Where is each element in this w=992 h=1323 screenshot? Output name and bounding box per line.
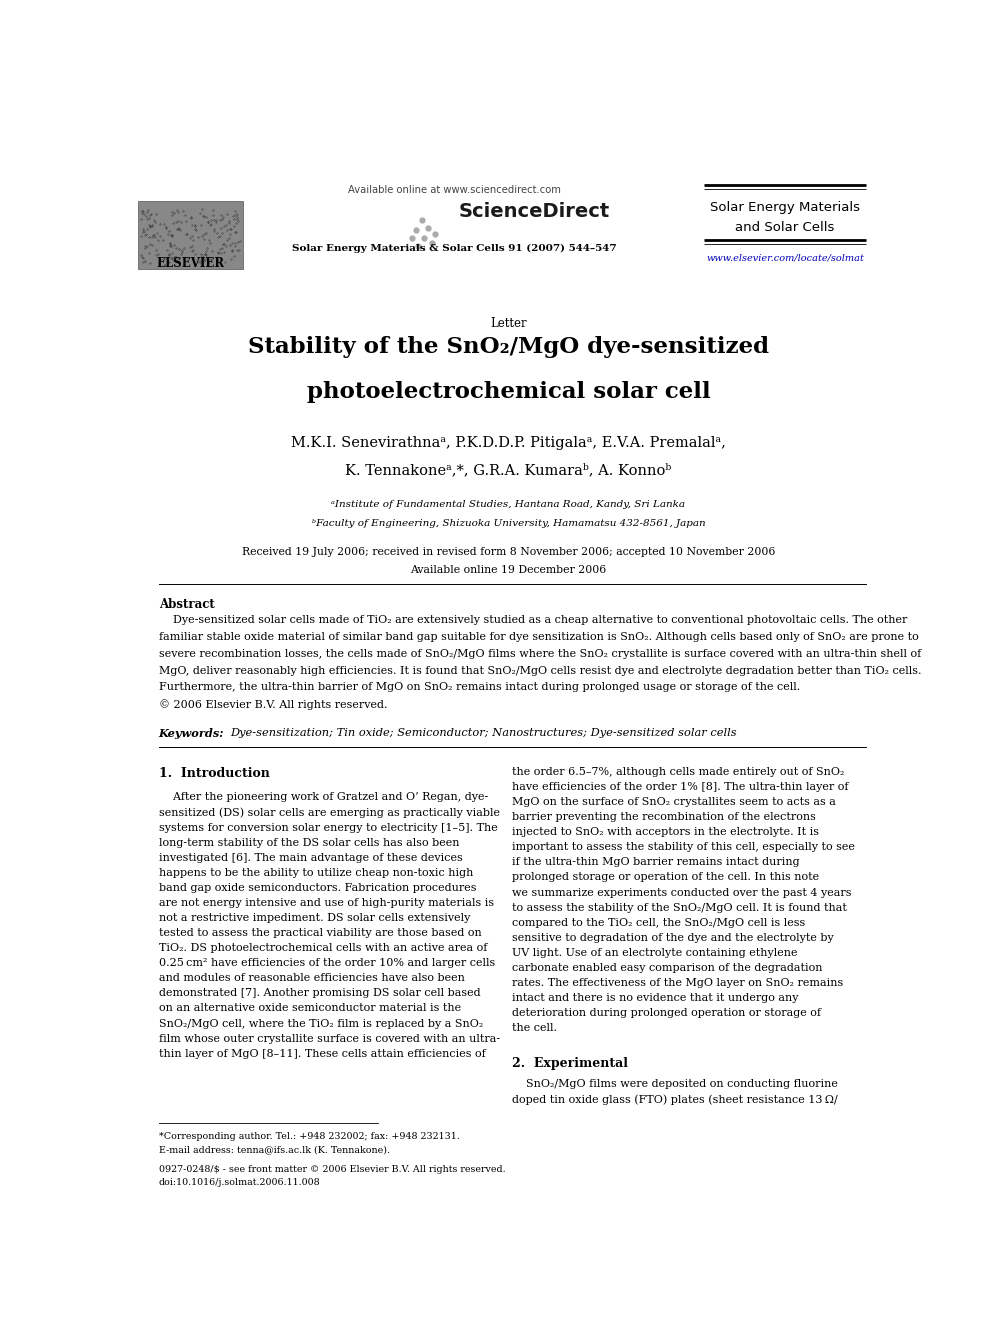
Text: Available online 19 December 2006: Available online 19 December 2006	[411, 565, 606, 576]
Text: happens to be the ability to utilize cheap non-toxic high: happens to be the ability to utilize che…	[159, 868, 473, 877]
Text: the order 6.5–7%, although cells made entirely out of SnO₂: the order 6.5–7%, although cells made en…	[512, 767, 844, 777]
Text: 0927-0248/$ - see front matter © 2006 Elsevier B.V. All rights reserved.: 0927-0248/$ - see front matter © 2006 El…	[159, 1164, 505, 1174]
Text: prolonged storage or operation of the cell. In this note: prolonged storage or operation of the ce…	[512, 872, 819, 882]
Text: 0.25 cm² have efficiencies of the order 10% and larger cells: 0.25 cm² have efficiencies of the order …	[159, 958, 495, 968]
Text: K. Tennakoneᵃ,*, G.R.A. Kumaraᵇ, A. Konnoᵇ: K. Tennakoneᵃ,*, G.R.A. Kumaraᵇ, A. Konn…	[345, 463, 672, 478]
Text: Abstract: Abstract	[159, 598, 214, 611]
Text: ᵇFaculty of Engineering, Shizuoka University, Hamamatsu 432-8561, Japan: ᵇFaculty of Engineering, Shizuoka Univer…	[311, 520, 705, 528]
Text: thin layer of MgO [8–11]. These cells attain efficiencies of: thin layer of MgO [8–11]. These cells at…	[159, 1049, 485, 1058]
Text: on an alternative oxide semiconductor material is the: on an alternative oxide semiconductor ma…	[159, 1003, 460, 1013]
Text: we summarize experiments conducted over the past 4 years: we summarize experiments conducted over …	[512, 888, 852, 897]
Text: TiO₂. DS photoelectrochemical cells with an active area of: TiO₂. DS photoelectrochemical cells with…	[159, 943, 487, 953]
Text: *Corresponding author. Tel.: +948 232002; fax: +948 232131.: *Corresponding author. Tel.: +948 232002…	[159, 1131, 459, 1140]
Text: the cell.: the cell.	[512, 1023, 558, 1033]
Text: E-mail address: tenna@ifs.ac.lk (K. Tennakone).: E-mail address: tenna@ifs.ac.lk (K. Tenn…	[159, 1144, 390, 1154]
Text: important to assess the stability of this cell, especially to see: important to assess the stability of thi…	[512, 843, 855, 852]
Text: severe recombination losses, the cells made of SnO₂/MgO films where the SnO₂ cry: severe recombination losses, the cells m…	[159, 648, 921, 659]
Text: barrier preventing the recombination of the electrons: barrier preventing the recombination of …	[512, 812, 816, 822]
Text: M.K.I. Senevirathnaᵃ, P.K.D.D.P. Pitigalaᵃ, E.V.A. Premalalᵃ,: M.K.I. Senevirathnaᵃ, P.K.D.D.P. Pitigal…	[291, 435, 726, 450]
Text: familiar stable oxide material of similar band gap suitable for dye sensitizatio: familiar stable oxide material of simila…	[159, 632, 919, 642]
Text: 1.  Introduction: 1. Introduction	[159, 767, 270, 781]
Text: long-term stability of the DS solar cells has also been: long-term stability of the DS solar cell…	[159, 837, 459, 848]
Text: carbonate enabled easy comparison of the degradation: carbonate enabled easy comparison of the…	[512, 963, 822, 972]
Text: deterioration during prolonged operation or storage of: deterioration during prolonged operation…	[512, 1008, 821, 1019]
Text: Keywords:: Keywords:	[159, 728, 224, 740]
Text: Solar Energy Materials & Solar Cells 91 (2007) 544–547: Solar Energy Materials & Solar Cells 91 …	[293, 245, 617, 254]
Text: Received 19 July 2006; received in revised form 8 November 2006; accepted 10 Nov: Received 19 July 2006; received in revis…	[242, 546, 775, 557]
Text: MgO on the surface of SnO₂ crystallites seem to acts as a: MgO on the surface of SnO₂ crystallites …	[512, 796, 836, 807]
Text: have efficiencies of the order 1% [8]. The ultra-thin layer of: have efficiencies of the order 1% [8]. T…	[512, 782, 849, 792]
Text: photoelectrochemical solar cell: photoelectrochemical solar cell	[307, 381, 710, 402]
Text: © 2006 Elsevier B.V. All rights reserved.: © 2006 Elsevier B.V. All rights reserved…	[159, 699, 387, 710]
Text: After the pioneering work of Gratzel and O’ Regan, dye-: After the pioneering work of Gratzel and…	[159, 792, 488, 802]
Text: ScienceDirect: ScienceDirect	[458, 201, 610, 221]
Text: Stability of the SnO₂/MgO dye-sensitized: Stability of the SnO₂/MgO dye-sensitized	[248, 336, 769, 359]
Text: Furthermore, the ultra-thin barrier of MgO on SnO₂ remains intact during prolong: Furthermore, the ultra-thin barrier of M…	[159, 683, 800, 692]
Text: Letter: Letter	[490, 316, 527, 329]
Text: and modules of reasonable efficiencies have also been: and modules of reasonable efficiencies h…	[159, 974, 464, 983]
Text: investigated [6]. The main advantage of these devices: investigated [6]. The main advantage of …	[159, 853, 462, 863]
Text: www.elsevier.com/locate/solmat: www.elsevier.com/locate/solmat	[706, 254, 864, 262]
Text: tested to assess the practical viability are those based on: tested to assess the practical viability…	[159, 929, 481, 938]
Text: demonstrated [7]. Another promising DS solar cell based: demonstrated [7]. Another promising DS s…	[159, 988, 480, 999]
Text: ELSEVIER: ELSEVIER	[157, 257, 224, 270]
Text: sensitized (DS) solar cells are emerging as practically viable: sensitized (DS) solar cells are emerging…	[159, 807, 500, 818]
Text: injected to SnO₂ with acceptors in the electrolyte. It is: injected to SnO₂ with acceptors in the e…	[512, 827, 819, 837]
Text: systems for conversion solar energy to electricity [1–5]. The: systems for conversion solar energy to e…	[159, 823, 497, 832]
Text: rates. The effectiveness of the MgO layer on SnO₂ remains: rates. The effectiveness of the MgO laye…	[512, 978, 843, 988]
Text: UV light. Use of an electrolyte containing ethylene: UV light. Use of an electrolyte containi…	[512, 947, 798, 958]
Text: to assess the stability of the SnO₂/MgO cell. It is found that: to assess the stability of the SnO₂/MgO …	[512, 902, 847, 913]
Text: film whose outer crystallite surface is covered with an ultra-: film whose outer crystallite surface is …	[159, 1033, 500, 1044]
Text: not a restrictive impediment. DS solar cells extensively: not a restrictive impediment. DS solar c…	[159, 913, 470, 923]
Text: sensitive to degradation of the dye and the electrolyte by: sensitive to degradation of the dye and …	[512, 933, 834, 943]
Text: SnO₂/MgO films were deposited on conducting fluorine: SnO₂/MgO films were deposited on conduct…	[512, 1080, 838, 1089]
Text: doped tin oxide glass (FTO) plates (sheet resistance 13 Ω/: doped tin oxide glass (FTO) plates (shee…	[512, 1094, 838, 1105]
Text: if the ultra-thin MgO barrier remains intact during: if the ultra-thin MgO barrier remains in…	[512, 857, 800, 868]
Text: compared to the TiO₂ cell, the SnO₂/MgO cell is less: compared to the TiO₂ cell, the SnO₂/MgO …	[512, 918, 806, 927]
Bar	[138, 201, 243, 269]
Text: Solar Energy Materials: Solar Energy Materials	[710, 201, 860, 213]
Text: MgO, deliver reasonably high efficiencies. It is found that SnO₂/MgO cells resis: MgO, deliver reasonably high efficiencie…	[159, 665, 922, 676]
Text: are not energy intensive and use of high-purity materials is: are not energy intensive and use of high…	[159, 898, 494, 908]
Text: 2.  Experimental: 2. Experimental	[512, 1057, 628, 1070]
Text: band gap oxide semiconductors. Fabrication procedures: band gap oxide semiconductors. Fabricati…	[159, 882, 476, 893]
Text: and Solar Cells: and Solar Cells	[735, 221, 835, 234]
Text: ᵃInstitute of Fundamental Studies, Hantana Road, Kandy, Sri Lanka: ᵃInstitute of Fundamental Studies, Hanta…	[331, 500, 685, 509]
Text: doi:10.1016/j.solmat.2006.11.008: doi:10.1016/j.solmat.2006.11.008	[159, 1177, 320, 1187]
Text: intact and there is no evidence that it undergo any: intact and there is no evidence that it …	[512, 994, 799, 1003]
Text: Dye-sensitized solar cells made of TiO₂ are extensively studied as a cheap alter: Dye-sensitized solar cells made of TiO₂ …	[159, 615, 907, 626]
Text: Dye-sensitization; Tin oxide; Semiconductor; Nanostructures; Dye-sensitized sola: Dye-sensitization; Tin oxide; Semiconduc…	[230, 728, 737, 738]
Text: Available online at www.sciencedirect.com: Available online at www.sciencedirect.co…	[348, 185, 561, 196]
Text: SnO₂/MgO cell, where the TiO₂ film is replaced by a SnO₂: SnO₂/MgO cell, where the TiO₂ film is re…	[159, 1019, 483, 1028]
